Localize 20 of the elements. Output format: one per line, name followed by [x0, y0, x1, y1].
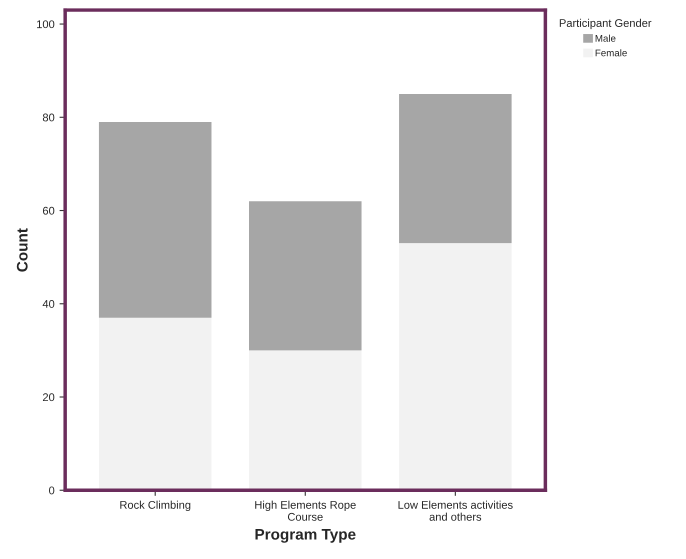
y-axis-title: Count [16, 228, 28, 272]
y-tick-label: 0 [49, 486, 54, 494]
bar [248, 201, 362, 350]
x-tick-label: High Elements Rope Course [255, 500, 356, 521]
y-tick-label: 20 [42, 393, 54, 402]
x-axis-title: Program Type [255, 529, 356, 543]
bar [98, 318, 212, 490]
bar [399, 94, 512, 244]
y-tick-label: 40 [42, 300, 54, 308]
x-tick-label: Rock Climbing [120, 500, 190, 512]
bar [399, 243, 512, 490]
legend-label: Female [596, 49, 627, 56]
y-tick-label: 80 [42, 114, 54, 122]
legend-title: Participant Gender [560, 18, 652, 30]
y-tick-label: 60 [42, 206, 54, 215]
y-tick-label: 100 [37, 20, 54, 28]
bar [248, 350, 362, 490]
bar [98, 122, 212, 318]
x-tick-label: Low Elements activities and others [398, 500, 513, 521]
legend-label: Male [596, 34, 616, 42]
